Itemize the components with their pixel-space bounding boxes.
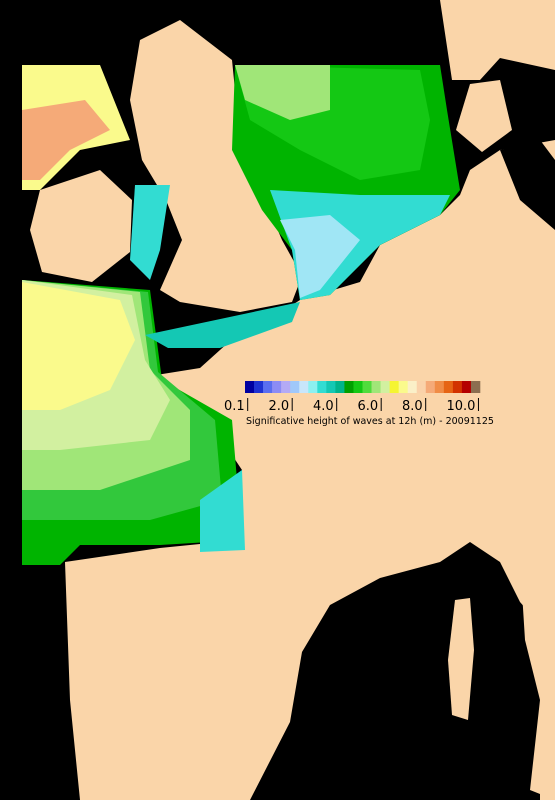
colorbar-swatch (326, 381, 336, 393)
colorbar-swatch (272, 381, 282, 393)
colorbar-swatch (434, 381, 445, 393)
colorbar-swatch (407, 381, 418, 393)
colorbar-label: 8.0 (402, 399, 423, 414)
colorbar-swatch (389, 381, 399, 393)
colorbar-swatch (380, 381, 390, 393)
colorbar-swatch (245, 381, 255, 393)
colorbar-caption: Significative height of waves at 12h (m)… (246, 416, 494, 427)
colorbar-swatch (371, 381, 381, 393)
colorbar-swatch (299, 381, 309, 393)
colorbar-swatch (425, 381, 436, 393)
colorbar-label: 4.0 (313, 399, 334, 414)
colorbar-swatch (317, 381, 327, 393)
colorbar-label: 2.0 (269, 399, 290, 414)
colorbar-swatch (416, 381, 427, 393)
colorbar-swatch (344, 381, 354, 393)
colorbar-swatch (452, 381, 463, 393)
colorbar-label: 0.1 (224, 399, 245, 414)
colorbar-swatch (470, 381, 481, 393)
colorbar-swatch (398, 381, 408, 393)
colorbar-label: 10.0 (447, 399, 476, 414)
colorbar-swatch (362, 381, 372, 393)
colorbar-swatch (353, 381, 363, 393)
colorbar: 0.1 2.0 4.0 6.0 8.0 10.0 (224, 381, 481, 414)
colorbar-swatch (254, 381, 264, 393)
colorbar-swatch (290, 381, 300, 393)
colorbar-swatch (335, 381, 345, 393)
colorbar-swatch (308, 381, 318, 393)
colorbar-swatch (443, 381, 454, 393)
wave-field (22, 65, 460, 565)
colorbar-label: 6.0 (358, 399, 379, 414)
colorbar-swatch (263, 381, 273, 393)
colorbar-swatch (281, 381, 291, 393)
colorbar-swatch (461, 381, 472, 393)
islands (448, 540, 555, 800)
